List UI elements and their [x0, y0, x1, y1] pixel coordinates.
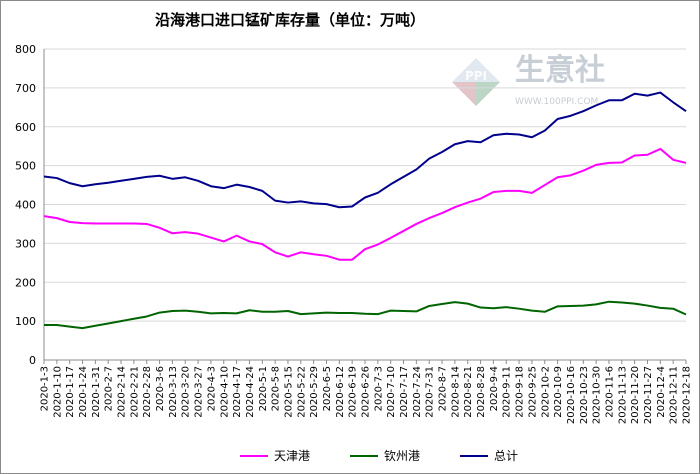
x-tick-label: 2020-11-6 [604, 366, 615, 418]
x-tick-label: 2020-7-10 [386, 366, 397, 418]
x-tick-label: 2020-9-18 [515, 366, 526, 418]
x-tick-label: 2020-5-1 [258, 366, 269, 411]
x-tick-label: 2020-8-7 [438, 366, 449, 411]
x-tick-label: 2020-9-4 [489, 366, 500, 411]
x-tick-label: 2020-6-5 [322, 366, 333, 411]
x-tick-label: 2020-2-7 [104, 366, 115, 411]
chart-title: 沿海港口进口锰矿库存量（单位：万吨） [155, 11, 425, 29]
x-tick-label: 2020-4-24 [245, 366, 256, 418]
series-line-0 [43, 147, 687, 261]
x-tick-label: 2020-3-13 [168, 366, 179, 418]
y-tick-label: 600 [15, 121, 36, 134]
x-tick-label: 2020-8-28 [476, 366, 487, 418]
legend-label-0: 天津港 [274, 449, 310, 463]
x-tick-label: 2020-3-27 [194, 366, 205, 418]
y-tick-label: 200 [15, 276, 36, 289]
x-tick-label: 2020-12-4 [656, 366, 667, 418]
x-tick-label: 2020-10-9 [553, 366, 564, 418]
x-tick-label: 2020-11-20 [630, 366, 641, 424]
x-tick-label: 2020-2-21 [129, 366, 140, 418]
x-tick-label: 2020-4-3 [206, 366, 217, 411]
y-tick-label: 700 [15, 82, 36, 95]
x-tick-label: 2020-1-10 [52, 366, 63, 418]
x-tick-label: 2020-8-21 [463, 366, 474, 418]
x-tick-label: 2020-6-19 [348, 366, 359, 418]
x-tick-label: 2020-5-15 [283, 366, 294, 418]
series-line-2 [43, 91, 687, 209]
y-tick-label: 0 [29, 354, 36, 367]
x-tick-label: 2020-4-10 [219, 366, 230, 418]
x-tick-label: 2020-4-17 [232, 366, 243, 418]
x-tick-label: 2020-1-24 [78, 366, 89, 418]
watermark-logo-text: PPI [465, 69, 487, 83]
x-tick-label: 2020-3-20 [181, 366, 192, 418]
x-tick-label: 2020-10-2 [540, 366, 551, 418]
y-tick-label: 300 [15, 237, 36, 250]
x-tick-label: 2020-12-18 [682, 366, 693, 424]
series-lines [43, 91, 687, 330]
y-tick-label: 400 [15, 199, 36, 212]
x-tick-label: 2020-10-23 [579, 366, 590, 424]
x-tick-label: 2020-7-24 [412, 366, 423, 418]
x-tick-label: 2020-2-28 [142, 366, 153, 418]
legend-label-2: 总计 [494, 449, 518, 463]
x-tick-label: 2020-12-11 [669, 366, 680, 424]
x-tick-label: 2020-8-14 [450, 366, 461, 418]
series-line-1 [44, 300, 687, 330]
watermark-brand: 生意社 [515, 53, 605, 88]
x-tick-label: 2020-7-3 [373, 366, 384, 411]
watermark-url: WWW.100PPI.COM [515, 97, 598, 107]
y-tick-label: 100 [15, 315, 36, 328]
x-tick-label: 2020-9-25 [527, 366, 538, 418]
watermark-logo-icon [452, 58, 500, 106]
x-tick-label: 2020-5-8 [271, 366, 282, 411]
x-tick-label: 2020-5-22 [296, 366, 307, 418]
x-tick-label: 2020-6-12 [335, 366, 346, 418]
x-tick-label: 2020-2-14 [117, 366, 128, 418]
x-tick-label: 2020-5-29 [309, 366, 320, 418]
x-tick-label: 2020-1-3 [40, 366, 51, 411]
x-tick-label: 2020-10-16 [566, 366, 577, 424]
y-axis: 0 100 200 300 400 500 600 700 800 [15, 43, 45, 367]
x-tick-label: 2020-3-6 [155, 366, 166, 411]
x-axis: 2020-1-3 2020-1-10 2020-1-17 2020-1-24 2020-… [40, 359, 693, 424]
x-tick-label: 2020-1-31 [91, 366, 102, 418]
x-tick-label: 2020-7-17 [399, 366, 410, 418]
x-tick-label: 2020-11-27 [643, 366, 654, 424]
x-tick-label: 2020-10-30 [592, 366, 603, 424]
watermark: PPI 生意社 WWW.100PPI.COM [452, 53, 605, 107]
x-tick-label: 2020-11-13 [617, 366, 628, 424]
x-tick-label: 2020-1-17 [65, 366, 76, 418]
y-tick-label: 800 [15, 43, 36, 56]
y-tick-label: 500 [15, 160, 36, 173]
x-tick-label: 2020-9-11 [502, 366, 513, 418]
x-tick-label: 2020-7-31 [425, 366, 436, 418]
x-tick-label: 2020-6-26 [361, 366, 372, 418]
legend-label-1: 钦州港 [384, 449, 420, 463]
legend: 天津港 钦州港 总计 [240, 449, 518, 463]
